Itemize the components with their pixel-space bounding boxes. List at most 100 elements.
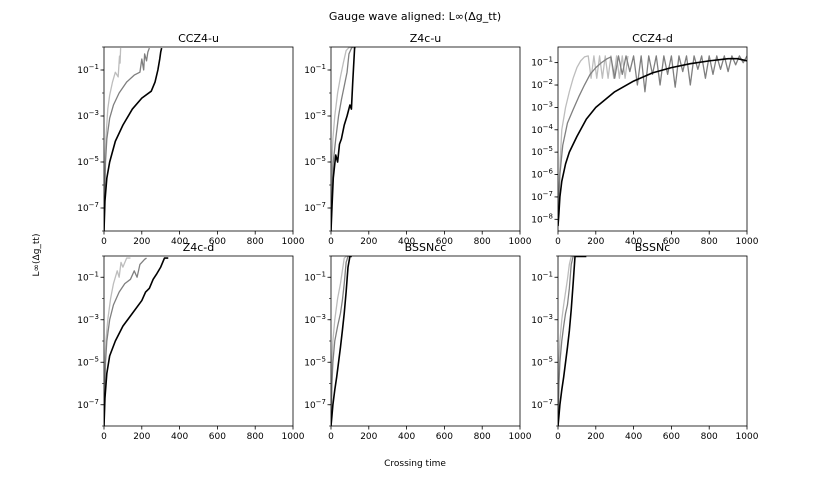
x-tick-label: 1000 [282,237,305,247]
axes-frame [103,255,294,427]
series-group [104,257,169,426]
figure-xlabel: Crossing time [384,459,446,469]
y-tick-label: 10−5 [77,155,99,168]
x-tick-label: 200 [360,237,377,247]
panel-title: CCZ4-u [178,32,219,45]
panel-ccz4-d: CCZ4-d 0 200 400 600 800 1000 10−8 10−7 10−6 10−5 1… [531,32,759,247]
x-tick-label: 400 [398,237,415,247]
panel-bssncc: BSSNcc 0 200 400 600 800 1000 10−7 10−5 10−3 10−1 [304,241,532,442]
series-line-1 [331,47,352,231]
y-tick-label: 10−5 [304,155,326,168]
panel-z4c-u: Z4c-u 0 200 400 600 800 1000 10−7 10−5 10−3 10−1 [304,32,532,247]
x-tick-label: 400 [171,237,188,247]
y-tick-label: 10−4 [531,123,553,136]
series-group [331,47,356,231]
axes-frame [557,255,748,427]
x-tick-label: 800 [247,237,264,247]
x-tick-label: 600 [209,432,226,442]
series-line-2 [104,257,147,426]
panel-title: BSSNc [635,241,671,254]
y-tick-label: 10−7 [304,398,326,411]
x-tick-label: 800 [701,432,718,442]
y-tick-label: 10−7 [304,201,326,214]
y-tick-label: 10−7 [531,398,553,411]
y-tick-label: 10−5 [531,355,553,368]
series-line-1 [104,257,131,426]
y-tick-label: 10−1 [531,56,553,69]
x-tick-label: 400 [625,237,642,247]
x-tick-label: 200 [133,432,150,442]
series-line-1 [104,48,122,231]
series-line-3 [331,256,352,426]
series-line-3 [104,257,169,426]
y-tick-label: 10−6 [531,168,553,181]
x-tick-label: 0 [555,237,561,247]
x-tick-label: 800 [701,237,718,247]
figure-ylabel: L∞(Δg_tt) [32,234,42,277]
x-tick-label: 800 [474,237,491,247]
panel-bssnc: BSSNc 0 200 400 600 800 1000 10−7 10−5 10−3 10−1 [531,241,759,442]
panel-title: Z4c-d [183,241,215,254]
x-tick-label: 600 [663,237,680,247]
series-line-2 [104,47,150,231]
x-tick-label: 0 [328,237,334,247]
panel-title: BSSNcc [405,241,447,254]
x-tick-label: 600 [209,237,226,247]
series-group [331,256,352,426]
x-tick-label: 800 [247,432,264,442]
x-tick-label: 800 [474,432,491,442]
panel-z4c-d: Z4c-d 0 200 400 600 800 1000 10−7 10−5 10−3 10−1 [77,241,305,442]
y-tick-label: 10−3 [304,313,326,326]
x-tick-label: 600 [436,432,453,442]
series-line-2 [331,256,350,426]
x-tick-label: 400 [171,432,188,442]
panel-title: CCZ4-d [632,32,673,45]
y-tick-label: 10−7 [77,201,99,214]
x-tick-label: 1000 [509,237,532,247]
x-tick-label: 200 [587,432,604,442]
series-line-2 [331,47,354,231]
y-tick-label: 10−7 [531,190,553,203]
y-tick-label: 10−3 [77,109,99,122]
panel-title: Z4c-u [410,32,442,45]
y-tick-label: 10−5 [304,355,326,368]
series-group [558,55,747,227]
x-tick-label: 0 [101,237,107,247]
axes-frame [330,255,521,427]
x-tick-label: 200 [587,237,604,247]
series-line-3 [104,47,163,231]
y-tick-label: 10−1 [531,270,553,283]
series-group [104,47,163,231]
x-tick-label: 600 [436,237,453,247]
x-tick-label: 600 [663,432,680,442]
y-tick-label: 10−1 [77,63,99,76]
y-tick-label: 10−5 [77,355,99,368]
figure-title: Gauge wave aligned: L∞(Δg_tt) [329,10,501,23]
x-tick-label: 1000 [736,237,759,247]
x-tick-label: 0 [101,432,107,442]
series-group [558,256,587,426]
x-tick-label: 0 [555,432,561,442]
x-tick-label: 200 [133,237,150,247]
y-tick-label: 10−3 [531,313,553,326]
axes-frame [557,46,748,232]
y-tick-label: 10−2 [531,78,553,91]
y-tick-label: 10−1 [304,63,326,76]
y-tick-label: 10−3 [77,313,99,326]
x-tick-label: 1000 [509,432,532,442]
x-tick-label: 0 [328,432,334,442]
y-tick-label: 10−3 [304,109,326,122]
panels: CCZ4-u0 200 400 600 800 100010−710−510−310−1Z… [77,32,759,442]
series-line-3 [558,57,747,227]
x-tick-label: 400 [625,432,642,442]
series-line-3 [558,256,587,426]
x-tick-label: 1000 [282,432,305,442]
y-tick-label: 10−1 [304,270,326,283]
axes-frame [103,46,294,232]
y-tick-label: 10−3 [531,100,553,113]
y-tick-label: 10−1 [77,270,99,283]
series-line-2 [558,55,747,220]
series-line-1 [331,256,349,426]
x-tick-label: 1000 [736,432,759,442]
